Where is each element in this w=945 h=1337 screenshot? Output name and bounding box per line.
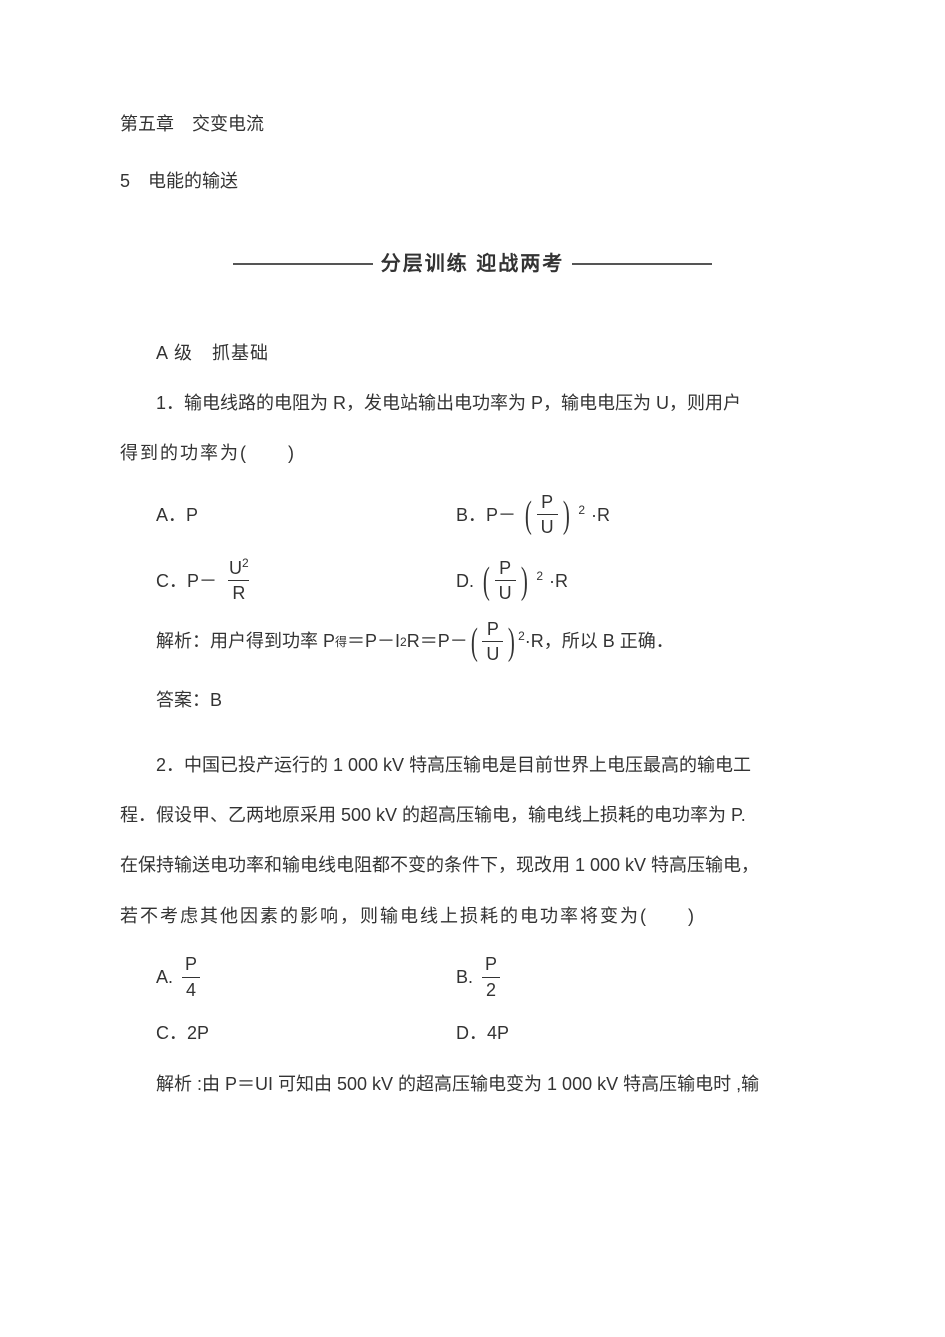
q1-option-a: A．P (120, 506, 456, 524)
q1-option-b-frac: P U (537, 492, 558, 538)
q2-stem-line3: 在保持输送电功率和输电线电阻都不变的条件下，现改用 1 000 kV 特高压输电… (120, 840, 825, 890)
q2-option-a: A. P 4 (120, 954, 456, 1000)
frac-den: U (537, 514, 558, 538)
paren-left-icon: ( (483, 564, 490, 598)
q2-explanation: 解析 :由 P＝UI 可知由 500 kV 的超高压输电变为 1 000 kV … (120, 1059, 825, 1109)
paren-right-icon: ) (563, 498, 570, 532)
q1-stem-line1: 1．输电线路的电阻为 R，发电站输出电功率为 P，输电电压为 U，则用户 (120, 378, 825, 428)
section-title: 5 电能的输送 (120, 167, 825, 196)
q1-option-d: D. ( P U ) 2 ·R (456, 558, 825, 604)
q2-option-d-text: D．4P (456, 1024, 509, 1042)
q1-option-b-paren: ( P U ) (522, 492, 572, 538)
q1-expl-mid1: ＝P－I (347, 629, 400, 654)
banner: 分层训练 迎战两考 (120, 236, 825, 292)
paren-right-icon: ) (521, 564, 528, 598)
q2-option-b-prefix: B. (456, 968, 473, 986)
q2-option-b-frac: P 2 (481, 954, 501, 1000)
frac-num: P (495, 558, 515, 581)
frac-num: P (483, 619, 503, 642)
frac-den: 4 (182, 977, 200, 1001)
banner-rule-left (233, 263, 373, 265)
q1-option-d-suffix: ·R (549, 572, 568, 590)
q1-expl-sq-wrap: 2 (518, 629, 525, 654)
q2-stem-line1: 2．中国已投产运行的 1 000 kV 特高压输电是目前世界上电压最高的输电工 (120, 740, 825, 790)
q1-stem-line2-text: 得到的功率为( ) (120, 443, 296, 463)
frac-den: U (482, 641, 503, 665)
q1-option-d-frac: P U (495, 558, 516, 604)
q1-expl-paren: ( P U ) (468, 619, 518, 665)
q2-option-a-prefix: A. (156, 968, 173, 986)
q1-option-d-sq-wrap: 2 (536, 572, 543, 590)
q1-option-b-sq-wrap: 2 (578, 506, 585, 524)
q1-option-b-prefix: B．P－ (456, 506, 516, 524)
q1-expl-tail: ·R，所以 B 正确． (525, 629, 674, 654)
q1-option-row-2: C．P－ U2 R D. ( P U ) 2 ·R (120, 551, 825, 611)
q2-option-a-frac: P 4 (181, 954, 201, 1000)
q2-option-d: D．4P (456, 1024, 825, 1042)
q1-option-d-prefix: D. (456, 572, 474, 590)
q1-expl-frac: P U (482, 619, 503, 665)
q2-stem-line2: 程．假设甲、乙两地原采用 500 kV 的超高压输电，输电线上损耗的电功率为 P… (120, 790, 825, 840)
chapter-title: 第五章 交变电流 (120, 110, 825, 139)
frac-num: P (181, 954, 201, 977)
frac-num: P (537, 492, 557, 515)
paren-right-icon: ) (508, 625, 515, 659)
q1-option-b-suffix: ·R (591, 506, 610, 524)
q1-option-d-paren: ( P U ) (480, 558, 530, 604)
q1-option-a-text: A．P (156, 506, 198, 524)
q2-stem-line4: 若不考虑其他因素的影响，则输电线上损耗的电功率将变为( ) (120, 891, 825, 941)
paren-left-icon: ( (471, 625, 478, 659)
q1-option-c-prefix: C．P－ (156, 572, 217, 590)
q1-answer: 答案：B (120, 675, 825, 725)
q2-option-row-2: C．2P D．4P (120, 1013, 825, 1053)
q1-stem-line2: 得到的功率为( ) (120, 428, 825, 478)
banner-title: 分层训练 迎战两考 (373, 236, 573, 292)
level-a-heading: A 级 抓基础 (120, 328, 825, 378)
q1-option-c-num-u: U (229, 558, 242, 578)
frac-den: U (495, 580, 516, 604)
q2-stem-line4-text: 若不考虑其他因素的影响，则输电线上损耗的电功率将变为( ) (120, 906, 696, 926)
q2-option-row-1: A. P 4 B. P 2 (120, 947, 825, 1007)
paren-left-icon: ( (525, 498, 532, 532)
q1-option-c-num-sup: 2 (242, 556, 249, 570)
q1-option-c: C．P－ U2 R (120, 558, 456, 604)
q1-option-d-sq: 2 (536, 569, 543, 583)
q1-option-c-den: R (228, 580, 249, 604)
frac-den: 2 (482, 977, 500, 1001)
q1-expl-mid2: R＝P－ (407, 629, 468, 654)
q1-expl-sq: 2 (518, 629, 525, 643)
q1-expl-prefix: 解析：用户得到功率 P (156, 629, 335, 654)
q2-option-b: B. P 2 (456, 954, 825, 1000)
q1-explanation: 解析：用户得到功率 P 得 ＝P－I 2 R＝P－ ( P U ) 2 ·R，所… (120, 619, 825, 665)
q1-option-c-num: U2 (225, 558, 253, 581)
q2-option-c: C．2P (120, 1024, 456, 1042)
q1-option-b: B．P－ ( P U ) 2 ·R (456, 492, 825, 538)
q1-option-b-sq: 2 (578, 503, 585, 517)
q1-option-row-1: A．P B．P－ ( P U ) 2 ·R (120, 485, 825, 545)
q1-option-c-frac: U2 R (225, 558, 253, 604)
frac-num: P (481, 954, 501, 977)
banner-rule-right (572, 263, 712, 265)
q2-option-c-text: C．2P (156, 1024, 209, 1042)
